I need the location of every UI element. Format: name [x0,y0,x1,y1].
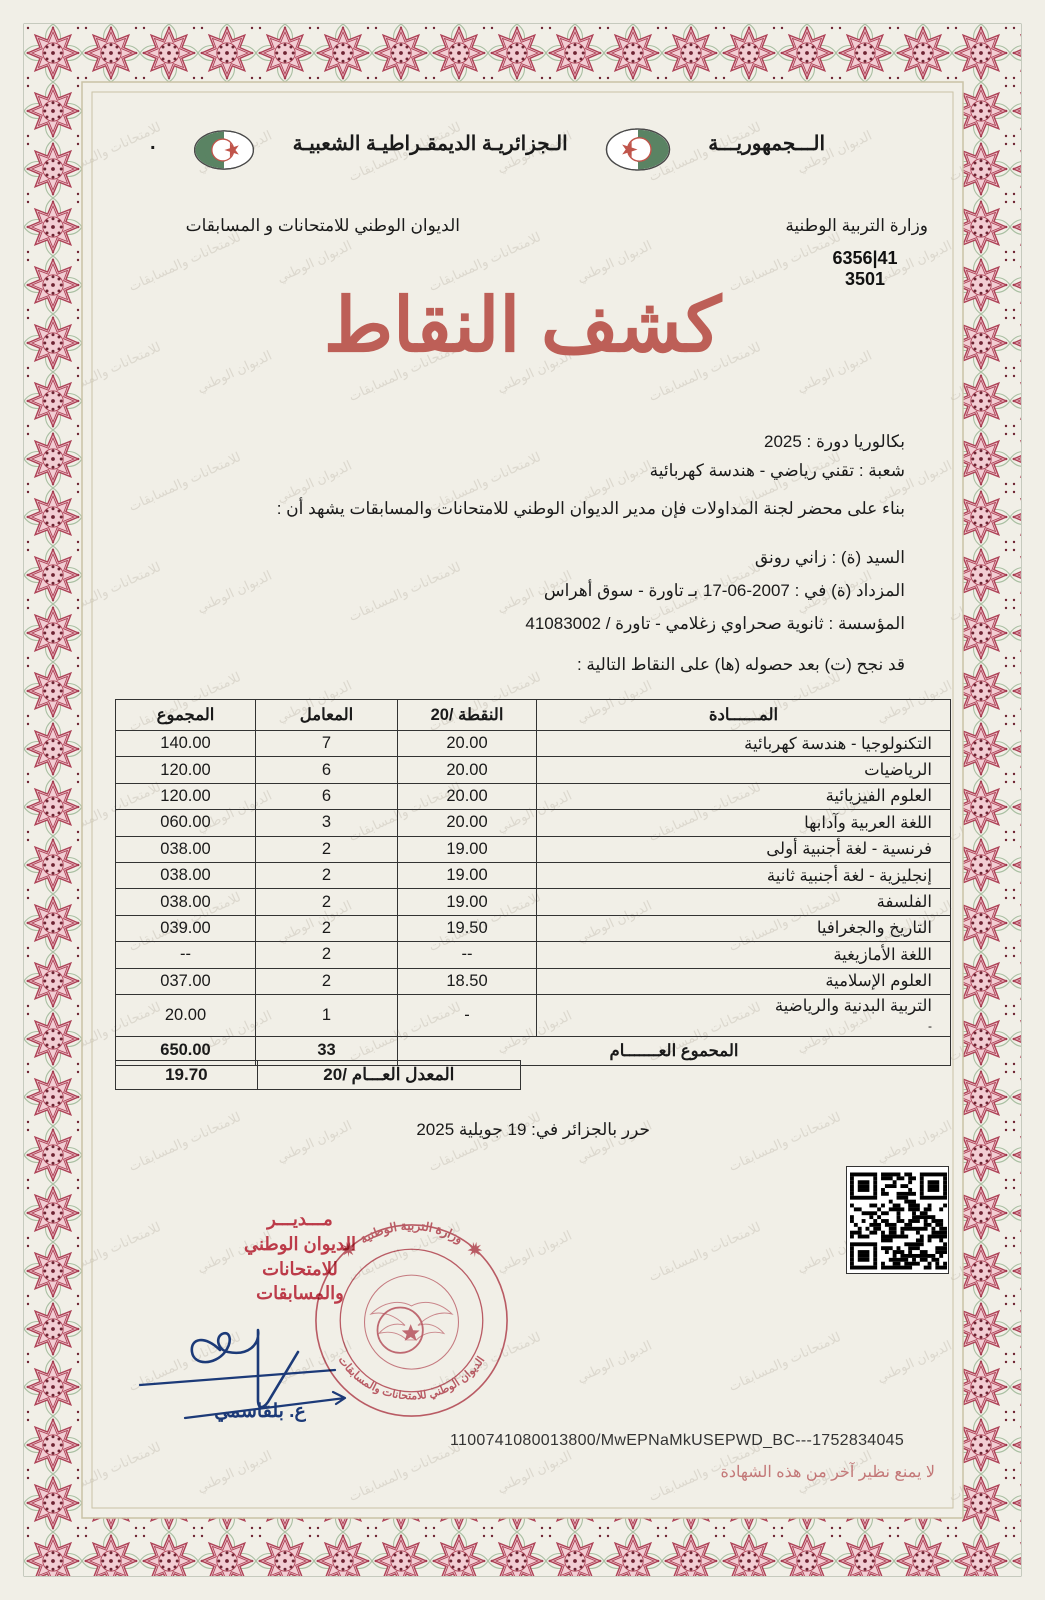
svg-text:وزارة التربية الوطنية: وزارة التربية الوطنية [358,1219,466,1248]
svg-text:الديوان الوطني للامتحانات والم: الديوان الوطني للامتحانات والمسابقات [336,1354,488,1402]
